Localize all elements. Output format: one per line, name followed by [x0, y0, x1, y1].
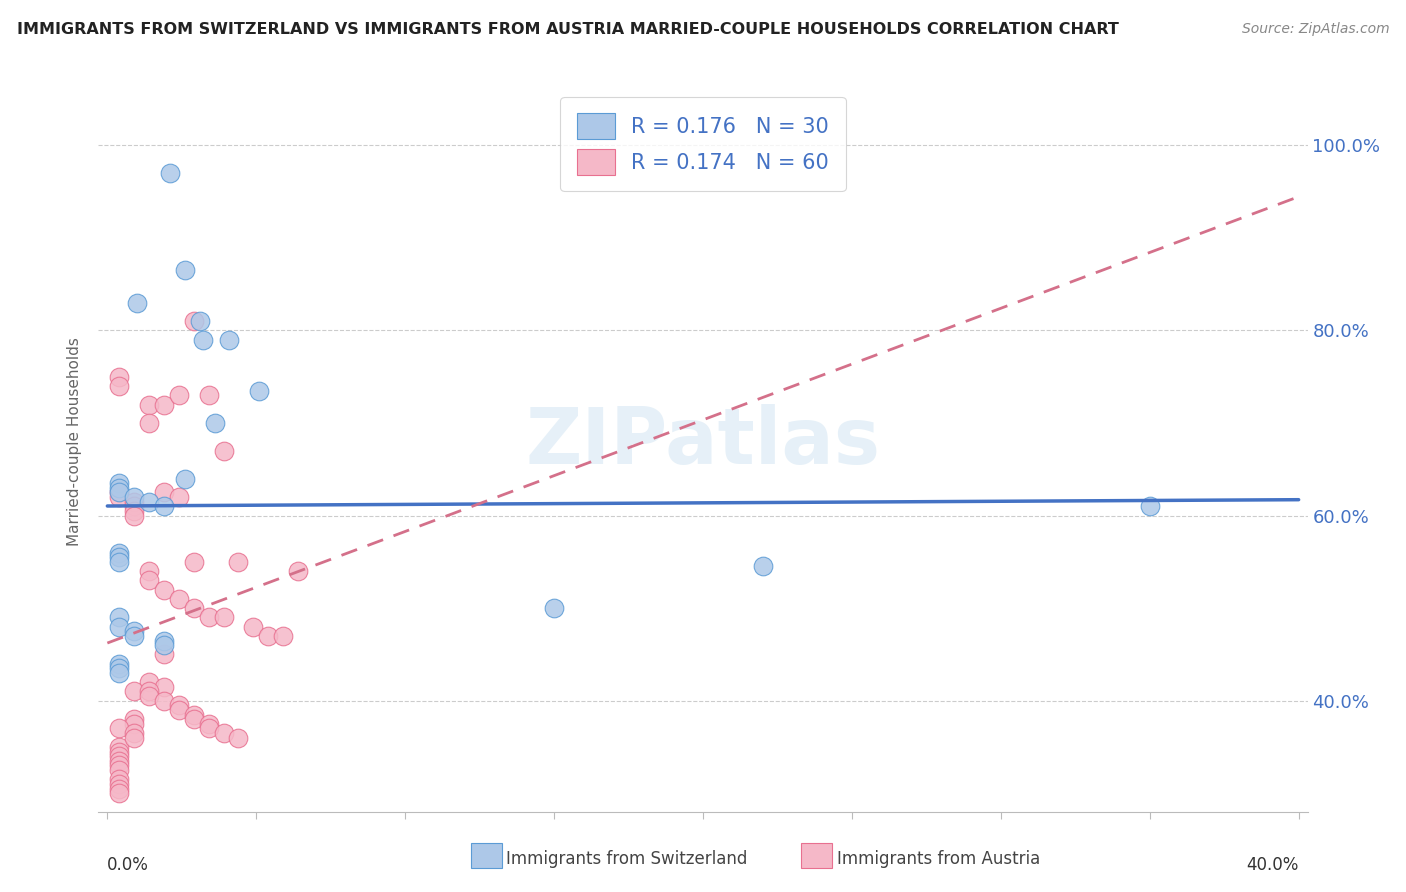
Text: 40.0%: 40.0% [1246, 856, 1299, 874]
Point [122, 684, 145, 698]
Point [153, 500, 176, 514]
Point [287, 564, 309, 578]
Point [153, 633, 176, 648]
Point [183, 601, 205, 615]
Point [197, 722, 219, 736]
Text: IMMIGRANTS FROM SWITZERLAND VS IMMIGRANTS FROM AUSTRIA MARRIED-COUPLE HOUSEHOLDS: IMMIGRANTS FROM SWITZERLAND VS IMMIGRANT… [17, 22, 1119, 37]
Point [212, 610, 235, 624]
Point [204, 416, 226, 430]
Text: Immigrants from Austria: Immigrants from Austria [837, 850, 1040, 868]
Point [138, 564, 160, 578]
Point [183, 555, 205, 569]
Point [108, 661, 131, 675]
Point [212, 443, 235, 458]
Point [153, 398, 176, 412]
Point [138, 684, 160, 698]
Point [153, 648, 176, 662]
Point [138, 416, 160, 430]
Point [183, 314, 205, 328]
Point [167, 591, 190, 606]
Point [122, 629, 145, 643]
Point [108, 772, 131, 787]
Point [257, 629, 280, 643]
Point [1139, 500, 1161, 514]
Point [197, 610, 219, 624]
Point [108, 786, 131, 800]
Point [108, 763, 131, 777]
Point [191, 333, 214, 347]
Point [122, 731, 145, 745]
Point [138, 398, 160, 412]
Point [108, 745, 131, 759]
Point [167, 490, 190, 504]
Point [197, 388, 219, 402]
Point [108, 620, 131, 634]
Point [108, 665, 131, 680]
Point [108, 481, 131, 495]
Point [153, 680, 176, 694]
Point [108, 781, 131, 796]
Point [108, 550, 131, 565]
Point [108, 485, 131, 500]
Point [138, 675, 160, 690]
Point [138, 574, 160, 588]
Point [167, 698, 190, 713]
Point [167, 388, 190, 402]
Point [122, 716, 145, 731]
Point [153, 485, 176, 500]
Point [271, 629, 294, 643]
Point [153, 694, 176, 708]
Point [122, 504, 145, 518]
Point [108, 545, 131, 560]
Point [108, 490, 131, 504]
Point [543, 601, 565, 615]
Point [122, 624, 145, 639]
Text: 0.0%: 0.0% [107, 856, 149, 874]
Point [138, 689, 160, 703]
Point [218, 333, 240, 347]
Point [108, 739, 131, 754]
Text: ZIPatlas: ZIPatlas [526, 403, 880, 480]
Point [108, 722, 131, 736]
Text: Source: ZipAtlas.com: Source: ZipAtlas.com [1241, 22, 1389, 37]
Point [183, 712, 205, 726]
Point [122, 508, 145, 523]
Point [153, 638, 176, 652]
Point [212, 726, 235, 740]
Point [159, 166, 181, 180]
Point [247, 384, 270, 398]
Point [138, 494, 160, 508]
Point [173, 472, 195, 486]
Point [122, 726, 145, 740]
Point [183, 707, 205, 722]
Point [108, 777, 131, 791]
Point [188, 314, 211, 328]
Legend: R = 0.176   N = 30, R = 0.174   N = 60: R = 0.176 N = 30, R = 0.174 N = 60 [561, 96, 845, 191]
Point [228, 731, 250, 745]
Point [173, 263, 195, 277]
Point [108, 657, 131, 671]
Point [108, 555, 131, 569]
Point [122, 494, 145, 508]
Point [108, 485, 131, 500]
Point [122, 712, 145, 726]
Point [122, 500, 145, 514]
Point [167, 703, 190, 717]
Text: Immigrants from Switzerland: Immigrants from Switzerland [506, 850, 748, 868]
Point [751, 559, 773, 574]
Point [108, 369, 131, 384]
Point [108, 476, 131, 491]
Point [242, 620, 264, 634]
Point [197, 716, 219, 731]
Point [153, 582, 176, 597]
Point [122, 490, 145, 504]
Point [108, 754, 131, 768]
Point [108, 758, 131, 772]
Point [108, 610, 131, 624]
Point [108, 749, 131, 764]
Point [228, 555, 250, 569]
Y-axis label: Married-couple Households: Married-couple Households [67, 337, 83, 546]
Point [127, 295, 149, 310]
Point [108, 379, 131, 393]
